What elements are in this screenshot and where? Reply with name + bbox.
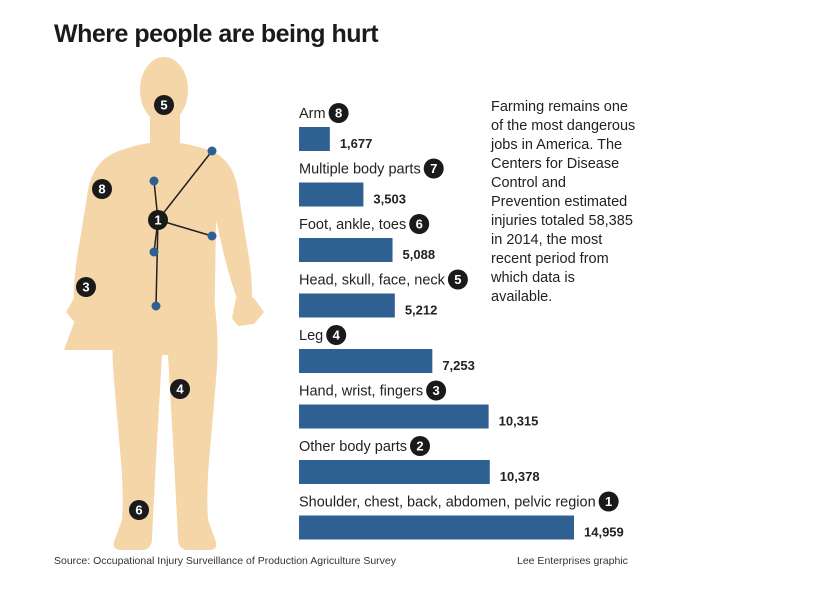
description-paragraph: Farming remains one of the most dangerou… <box>491 99 636 305</box>
bar-rank-badge: 5 <box>447 269 468 290</box>
bar-rank-badge: 3 <box>426 380 447 401</box>
rank-badge-number: 2 <box>416 439 423 454</box>
rank-badge-circle <box>154 95 174 115</box>
rank-badge-number: 5 <box>454 272 461 287</box>
bar-value-label: 1,677 <box>340 136 373 151</box>
bar-rank-badge: 7 <box>423 158 444 179</box>
bar <box>299 182 364 207</box>
bar-value-label: 3,503 <box>373 192 406 207</box>
bar-value-label: 10,378 <box>500 469 540 484</box>
rank-badge-circle <box>328 103 349 123</box>
body-marker-1: 1 <box>148 210 168 230</box>
bar-rank-badge: 6 <box>409 214 430 234</box>
body-rank-markers: 5 8 1 3 4 6 <box>76 95 190 520</box>
rank-badge-circle <box>170 379 190 399</box>
rank-badge-number: 1 <box>154 213 161 228</box>
bar <box>299 515 574 540</box>
rank-badge-circle <box>92 179 112 199</box>
bar-rank-badge: 1 <box>598 491 619 512</box>
bar <box>299 238 393 262</box>
injury-dot <box>149 247 159 257</box>
rank-badge-number: 1 <box>605 494 612 509</box>
bar <box>299 349 433 373</box>
bar-rank-badge: 2 <box>410 436 430 456</box>
bar-category-label: Multiple body parts <box>299 162 421 178</box>
body-marker-8: 8 <box>92 179 112 199</box>
rank-badge-circle <box>129 500 149 520</box>
bar <box>299 460 490 484</box>
body-marker-3: 3 <box>76 277 96 297</box>
rank-badge-number: 5 <box>160 98 167 113</box>
source-note: Source: Occupational Injury Surveillance… <box>54 555 397 567</box>
bar-value-label: 14,959 <box>584 525 624 540</box>
bar-category-label: Head, skull, face, neck <box>299 273 446 289</box>
rank-badge-circle <box>598 491 619 512</box>
bar-category-label: Arm <box>299 106 326 122</box>
body-marker-4: 4 <box>170 379 190 399</box>
rank-badge-number: 6 <box>135 503 142 518</box>
bar-rank-badge: 8 <box>328 103 349 123</box>
rank-badge-circle <box>326 325 347 345</box>
bar-category-label: Other body parts <box>299 439 407 455</box>
bar-category-label: Foot, ankle, toes <box>299 217 406 233</box>
rank-badge-circle <box>76 277 96 297</box>
bar <box>299 404 489 429</box>
rank-badge-circle <box>410 436 430 456</box>
bar-value-label: 5,088 <box>403 247 436 262</box>
bar-value-label: 10,315 <box>499 414 539 429</box>
rank-badge-number: 7 <box>430 161 437 176</box>
bar <box>299 293 395 318</box>
human-body-illustration: 5 8 1 3 4 6 <box>64 57 264 550</box>
rank-badge-circle <box>423 158 444 179</box>
rank-badge-circle <box>447 269 468 290</box>
rank-badge-number: 6 <box>416 217 423 232</box>
injury-dots <box>149 146 217 311</box>
rank-badge-number: 4 <box>333 328 341 343</box>
bar-value-label: 5,212 <box>405 303 438 318</box>
injury-dot <box>149 176 159 186</box>
graphic-credit: Lee Enterprises graphic <box>517 555 628 567</box>
rank-badge-circle <box>426 380 447 401</box>
bar-value-label: 7,253 <box>442 358 475 373</box>
rank-badge-number: 3 <box>82 280 89 295</box>
rank-badge-circle <box>148 210 168 230</box>
bar-category-label: Leg <box>299 328 323 344</box>
rank-badge-number: 4 <box>176 382 184 397</box>
bar <box>299 127 330 151</box>
bar-rank-badge: 4 <box>326 325 347 345</box>
bar-category-label: Hand, wrist, fingers <box>299 384 423 400</box>
injury-dot <box>151 301 161 311</box>
rank-badge-number: 3 <box>432 383 439 398</box>
rank-badge-circle <box>409 214 430 234</box>
rank-badge-number: 8 <box>335 106 342 121</box>
bar-category-label: Shoulder, chest, back, abdomen, pelvic r… <box>299 495 596 511</box>
chart-title: Where people are being hurt <box>54 20 379 48</box>
body-marker-5: 5 <box>154 95 174 115</box>
injury-dot <box>207 146 217 156</box>
injury-dot <box>207 231 217 241</box>
body-marker-6: 6 <box>129 500 149 520</box>
rank-badge-number: 8 <box>98 182 105 197</box>
